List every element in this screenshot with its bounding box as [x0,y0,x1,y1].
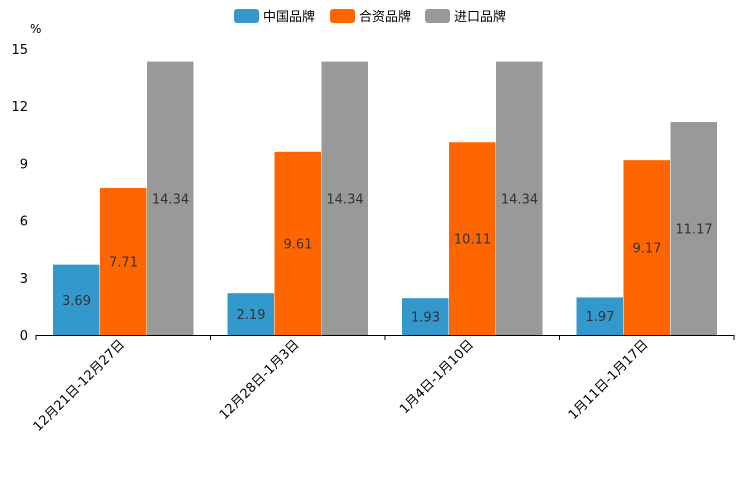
x-axis: 12月21日-12月27日 12月28日-1月3日 1月4日-1月10日 1月11日-… [31,335,735,435]
data-label: 2.19 [237,308,266,323]
legend-label: 合资品牌 [359,9,411,25]
x-tick-label: 12月21日-12月27日 [31,337,128,434]
legend-swatch [425,9,450,23]
data-label: 3.69 [62,294,91,309]
y-tick-label: 3 [20,272,28,287]
y-tick-label: 0 [20,329,28,344]
x-tick-label: 12月28日-1月3日 [217,337,303,423]
data-label: 9.61 [284,237,313,252]
data-label: 14.34 [152,192,189,207]
legend: 中国品牌 合资品牌 进口品牌 [234,9,506,25]
bar [576,297,623,335]
y-axis: 0 3 6 9 12 15 [11,43,28,344]
bar [100,187,147,335]
y-axis-unit: % [30,22,41,36]
bar [402,298,449,335]
data-label: 14.34 [501,192,538,207]
legend-swatch [234,9,259,23]
bar [274,151,321,335]
x-tick-label: 1月4日-1月10日 [397,337,477,417]
data-label: 7.71 [109,255,138,270]
data-label: 1.93 [411,311,440,326]
bar [321,61,368,336]
bar [496,61,543,336]
y-tick-label: 9 [20,157,28,172]
y-tick-label: 15 [11,43,28,58]
y-tick-label: 6 [20,215,28,230]
x-tick-label: 1月11日-1月17日 [566,337,652,423]
data-label: 11.17 [675,223,712,238]
bar [670,122,717,335]
bar [53,264,100,335]
data-label: 14.34 [326,192,363,207]
data-label: 9.17 [633,242,662,257]
legend-label: 中国品牌 [263,9,315,25]
bar [227,293,274,335]
legend-swatch [330,9,355,23]
legend-label: 进口品牌 [454,9,506,25]
y-tick-label: 12 [11,100,28,115]
bars: 3.69 7.71 14.34 2.19 9.61 14.34 1.93 10.11 14.34… [53,61,717,336]
bar [449,142,496,335]
bar [623,160,670,335]
data-label: 10.11 [454,233,491,248]
data-label: 1.97 [586,310,615,325]
bar [147,61,194,336]
